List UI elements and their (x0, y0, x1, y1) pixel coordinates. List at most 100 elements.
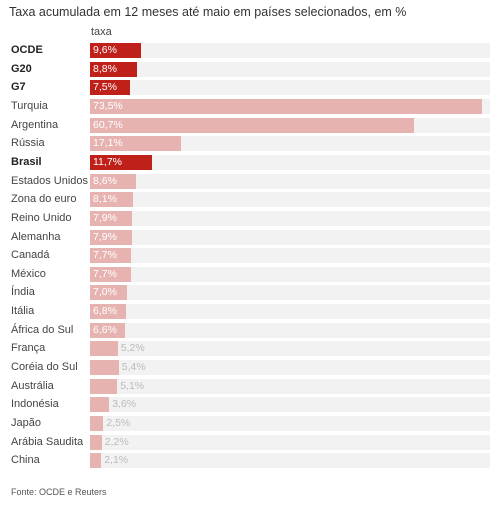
bar-value-label: 6,6% (93, 324, 117, 336)
bar-row: Turquia 73,5% (0, 99, 495, 114)
bar-value-label: 7,9% (93, 212, 117, 224)
bar-category-label: Japão (11, 417, 41, 429)
bar (90, 174, 136, 189)
bar-track (90, 323, 490, 338)
bar-row: África do Sul 6,6% (0, 323, 495, 338)
bar (90, 267, 132, 282)
bar-value-label: 3,6% (112, 398, 137, 410)
bar (90, 379, 118, 394)
bar-value-label: 8,6% (93, 175, 117, 187)
bar-track (90, 379, 490, 394)
bar (90, 397, 110, 412)
bar-value-label: 7,0% (93, 286, 117, 298)
bar-value-label: 7,9% (93, 231, 117, 243)
bar-row: México 7,7% (0, 267, 495, 282)
bar-row: Japão 2,5% (0, 416, 495, 431)
bar-category-label: Reino Unido (11, 212, 72, 224)
bar-value-label: 5,1% (120, 380, 145, 392)
bar-track (90, 62, 490, 77)
bar-row: Indonésia 3,6% (0, 397, 495, 412)
bar-value-label: 9,6% (93, 44, 117, 56)
bar-row: Alemanha 7,9% (0, 230, 495, 245)
bar-track (90, 267, 490, 282)
bar-row: Reino Unido 7,9% (0, 211, 495, 226)
bar-category-label: Canadá (11, 249, 50, 261)
bar-category-label: África do Sul (11, 324, 74, 336)
bar-category-label: G7 (11, 81, 26, 93)
bar-category-label: Alemanha (11, 231, 61, 243)
bar-row: Coréia do Sul 5,4% (0, 360, 495, 375)
bar-row: China 2,1% (0, 453, 495, 468)
bar-row: França 5,2% (0, 341, 495, 356)
bar (90, 211, 133, 226)
bar (90, 43, 142, 58)
bar (90, 323, 126, 338)
bar-track (90, 174, 490, 189)
bar-category-label: Estados Unidos (11, 175, 89, 187)
bar-category-label: G20 (11, 63, 32, 75)
bar-track (90, 285, 490, 300)
bar-track (90, 435, 490, 450)
bar (90, 192, 134, 207)
bar (90, 360, 119, 375)
bar-value-label: 73,5% (93, 100, 123, 112)
bar-track (90, 453, 490, 468)
bar-category-label: Zona do euro (11, 193, 77, 205)
bar-value-label: 8,1% (93, 193, 117, 205)
bar (90, 416, 104, 431)
bar-value-label: 60,7% (93, 119, 123, 131)
bar-row: Arábia Saudita 2,2% (0, 435, 495, 450)
bar-value-label: 11,7% (93, 156, 122, 168)
bar-row: Argentina 60,7% (0, 118, 495, 133)
bar (90, 118, 414, 133)
bar-row: Índia 7,0% (0, 285, 495, 300)
bar-category-label: França (11, 342, 46, 354)
bar-track (90, 211, 490, 226)
bar-value-label: 5,4% (121, 361, 146, 373)
bar-category-label: OCDE (11, 44, 43, 56)
chart-title: Taxa acumulada em 12 meses até maio em p… (9, 5, 407, 19)
bar-category-label: Arábia Saudita (11, 436, 84, 448)
bar (90, 453, 102, 468)
bar (90, 80, 130, 95)
bar-track (90, 341, 490, 356)
bar-track (90, 230, 490, 245)
bar-row: Austrália 5,1% (0, 379, 495, 394)
bar-category-label: Austrália (11, 380, 54, 392)
bar (90, 285, 128, 300)
bar-category-label: México (11, 268, 46, 280)
bar-category-label: Itália (11, 305, 35, 317)
bar-value-label: 17,1% (93, 137, 123, 149)
bar-category-label: Brasil (11, 156, 42, 168)
bar-row: Rússia 17,1% (0, 136, 495, 151)
bar-row: Estados Unidos 8,6% (0, 174, 495, 189)
bar-track (90, 155, 490, 170)
bar-row: Canadá 7,7% (0, 248, 495, 263)
bar (90, 341, 118, 356)
bar-category-label: China (11, 454, 40, 466)
bar-track (90, 80, 490, 95)
bar-row: Zona do euro 8,1% (0, 192, 495, 207)
bar-track (90, 43, 490, 58)
bar (90, 62, 137, 77)
bar-row: Itália 6,8% (0, 304, 495, 319)
bar-track (90, 416, 490, 431)
bar-category-label: Argentina (11, 119, 59, 131)
bar-track (90, 360, 490, 375)
bar-category-label: Indonésia (11, 398, 59, 410)
bar-value-label: 2,5% (106, 417, 131, 429)
bar-row: Brasil 11,7% (0, 155, 495, 170)
bar-value-label: 7,7% (93, 249, 117, 261)
bar-value-label: 8,8% (93, 63, 117, 75)
bar (90, 99, 482, 114)
bar-category-label: Índia (11, 286, 35, 298)
bar-row: OCDE 9,6% (0, 43, 495, 58)
column-header: taxa (91, 26, 112, 38)
bar-track (90, 192, 490, 207)
bar-track (90, 304, 490, 319)
bar-value-label: 5,2% (120, 342, 145, 354)
bar-category-label: Turquia (11, 100, 48, 112)
bar-value-label: 2,1% (104, 454, 129, 466)
bar-track (90, 248, 490, 263)
bar-category-label: Coréia do Sul (11, 361, 78, 373)
